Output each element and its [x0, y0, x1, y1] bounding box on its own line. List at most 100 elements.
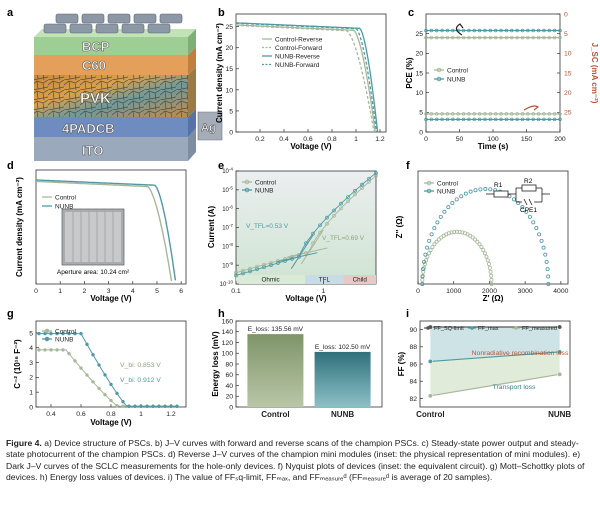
- nyquist-point-1: [421, 267, 426, 272]
- nyquist-point-1: [546, 281, 551, 286]
- steady-point: [542, 112, 546, 116]
- tangent-line-tfl-0: [300, 229, 324, 265]
- steady-point: [472, 112, 476, 116]
- nyquist-point-0: [477, 242, 482, 247]
- ff-line-2: [430, 373, 560, 397]
- steady-point: [440, 112, 444, 116]
- steady-point: [536, 28, 541, 33]
- mini-module-photo: [61, 208, 125, 266]
- legend-marker: [44, 328, 50, 334]
- module-jv-curve-1: [36, 179, 177, 281]
- nyquist-point-0: [489, 277, 494, 282]
- steady-point: [434, 117, 439, 122]
- iv-point: [353, 192, 357, 197]
- x-tick-label: 2: [82, 288, 86, 295]
- steady-point: [536, 117, 541, 122]
- panel-f-xlabel: Z′ (Ω): [483, 294, 504, 303]
- nyquist-point-0: [436, 237, 441, 242]
- ito-layer: [34, 137, 188, 161]
- nyquist-point-0: [487, 265, 492, 270]
- x-tick-label: 1.2: [375, 136, 385, 143]
- steady-point: [493, 112, 498, 116]
- device-stack: [34, 13, 223, 161]
- iv-point: [346, 195, 350, 199]
- iv-point: [318, 223, 322, 228]
- y-tick-label: 5: [229, 108, 233, 115]
- steady-point: [520, 28, 525, 33]
- nonradiative-region: [430, 327, 560, 362]
- nyquist-point-0: [452, 229, 457, 234]
- nyquist-point-1: [478, 187, 483, 192]
- steady-point: [552, 117, 557, 122]
- nyquist-point-0: [479, 245, 484, 250]
- legend-entry: Control-Reverse: [275, 36, 323, 43]
- iv-point: [353, 188, 357, 193]
- x-tick-label: 0.8: [327, 136, 337, 143]
- steady-point: [472, 117, 476, 122]
- steady-point: [424, 35, 428, 40]
- y-tick-label: 10: [564, 51, 572, 58]
- legend-entry: FF_SQ-limit: [434, 326, 464, 332]
- x-tick-label: 1: [321, 288, 325, 295]
- steady-point: [451, 35, 455, 40]
- steady-point: [515, 117, 519, 122]
- steady-point: [504, 112, 509, 116]
- steady-point: [558, 117, 562, 122]
- legend-entry: Control: [437, 180, 459, 187]
- legend-marker: [244, 179, 250, 185]
- panel-letter-e: e: [218, 160, 224, 172]
- y-tick-label: 88: [409, 344, 417, 351]
- vbi-control-label: V_bi: 0.853 V: [120, 362, 161, 369]
- y-tick-exponent: -8: [229, 242, 234, 247]
- steady-point: [510, 28, 514, 33]
- y-tick-label: 2: [29, 375, 33, 382]
- ff-point-2: [427, 393, 433, 399]
- steady-point: [467, 28, 471, 33]
- nyquist-point-0: [425, 254, 430, 259]
- steady-point: [467, 35, 471, 40]
- panel-h: h 0 20 40 60 80 100 120 140 160 E_loss: 135.56 m…: [211, 308, 383, 419]
- y-tick-label: 140: [222, 329, 234, 336]
- arrow-right-axis-icon: [523, 105, 540, 111]
- x-tick-label: 200: [554, 136, 566, 143]
- panel-letter-f: f: [406, 160, 410, 172]
- steady-point: [520, 35, 525, 40]
- y-tick-label: 0: [229, 404, 233, 411]
- panel-c-ylabel: PCE (%): [405, 57, 414, 88]
- y-tick-label: 10: [225, 87, 233, 94]
- nyquist-point-0: [485, 258, 490, 263]
- nyquist-point-1: [544, 259, 549, 264]
- iv-point: [325, 221, 329, 226]
- steady-point: [483, 117, 487, 122]
- legend-marker: [470, 326, 474, 330]
- iv-point: [360, 186, 364, 190]
- y-tick-exponent: -4: [229, 167, 234, 172]
- panel-e: e Ohmic TFL Child 0.1 1 10-10 10-9 10-8 10-7 10-…: [207, 160, 378, 303]
- steady-point: [434, 112, 439, 116]
- y-tick-label: 82: [409, 396, 417, 403]
- x-tick-label: 50: [456, 136, 464, 143]
- layer-label-ag: Ag: [201, 122, 216, 134]
- x-tick-label: 0: [424, 136, 428, 143]
- steady-point: [499, 117, 503, 122]
- panel-letter-g: g: [7, 308, 14, 320]
- tangent-line-tfl-1: [290, 234, 314, 269]
- y-tick-exponent: -10: [226, 280, 233, 285]
- region-band-1: [305, 275, 344, 284]
- steady-point: [483, 35, 487, 40]
- y-tick-label: 100: [222, 351, 234, 358]
- nyquist-point-1: [446, 205, 451, 210]
- legend-entry: NUNB: [255, 187, 273, 194]
- y-tick-label: 10-8: [222, 242, 233, 251]
- steady-point: [536, 35, 541, 40]
- steady-point: [488, 28, 493, 33]
- nyquist-point-0: [421, 269, 426, 274]
- steady-point: [499, 35, 503, 40]
- steady-point: [477, 112, 482, 116]
- x-tick-label: 3: [107, 288, 111, 295]
- nyquist-point-0: [428, 248, 433, 253]
- energy-loss-bar-0: [247, 334, 304, 407]
- y-tick-label: 15: [415, 70, 423, 77]
- y-tick-label: 10-4: [222, 167, 233, 176]
- nyquist-point-1: [473, 188, 478, 193]
